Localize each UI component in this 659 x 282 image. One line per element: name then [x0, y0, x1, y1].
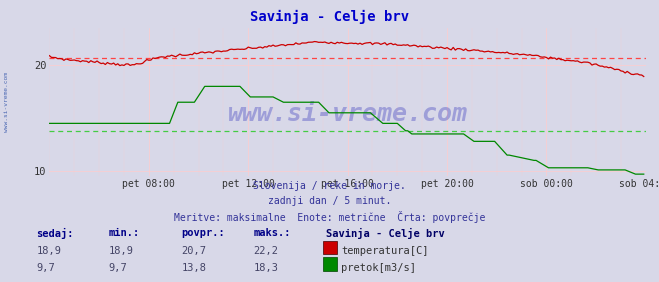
Text: 18,9: 18,9 [36, 246, 61, 256]
Text: maks.:: maks.: [254, 228, 291, 238]
Text: 18,9: 18,9 [109, 246, 134, 256]
Text: 9,7: 9,7 [36, 263, 55, 273]
Text: povpr.:: povpr.: [181, 228, 225, 238]
Text: www.si-vreme.com: www.si-vreme.com [4, 72, 9, 131]
Text: temperatura[C]: temperatura[C] [341, 246, 429, 256]
Text: sedaj:: sedaj: [36, 228, 74, 239]
Text: 18,3: 18,3 [254, 263, 279, 273]
Text: Savinja - Celje brv: Savinja - Celje brv [250, 10, 409, 24]
Text: min.:: min.: [109, 228, 140, 238]
Text: 9,7: 9,7 [109, 263, 127, 273]
Text: 20,7: 20,7 [181, 246, 206, 256]
Text: 22,2: 22,2 [254, 246, 279, 256]
Text: 13,8: 13,8 [181, 263, 206, 273]
Text: Meritve: maksimalne  Enote: metrične  Črta: povprečje: Meritve: maksimalne Enote: metrične Črta… [174, 211, 485, 223]
Text: Slovenija / reke in morje.: Slovenija / reke in morje. [253, 181, 406, 191]
Text: pretok[m3/s]: pretok[m3/s] [341, 263, 416, 273]
Text: zadnji dan / 5 minut.: zadnji dan / 5 minut. [268, 196, 391, 206]
Text: Savinja - Celje brv: Savinja - Celje brv [326, 228, 445, 239]
Text: www.si-vreme.com: www.si-vreme.com [227, 102, 468, 126]
